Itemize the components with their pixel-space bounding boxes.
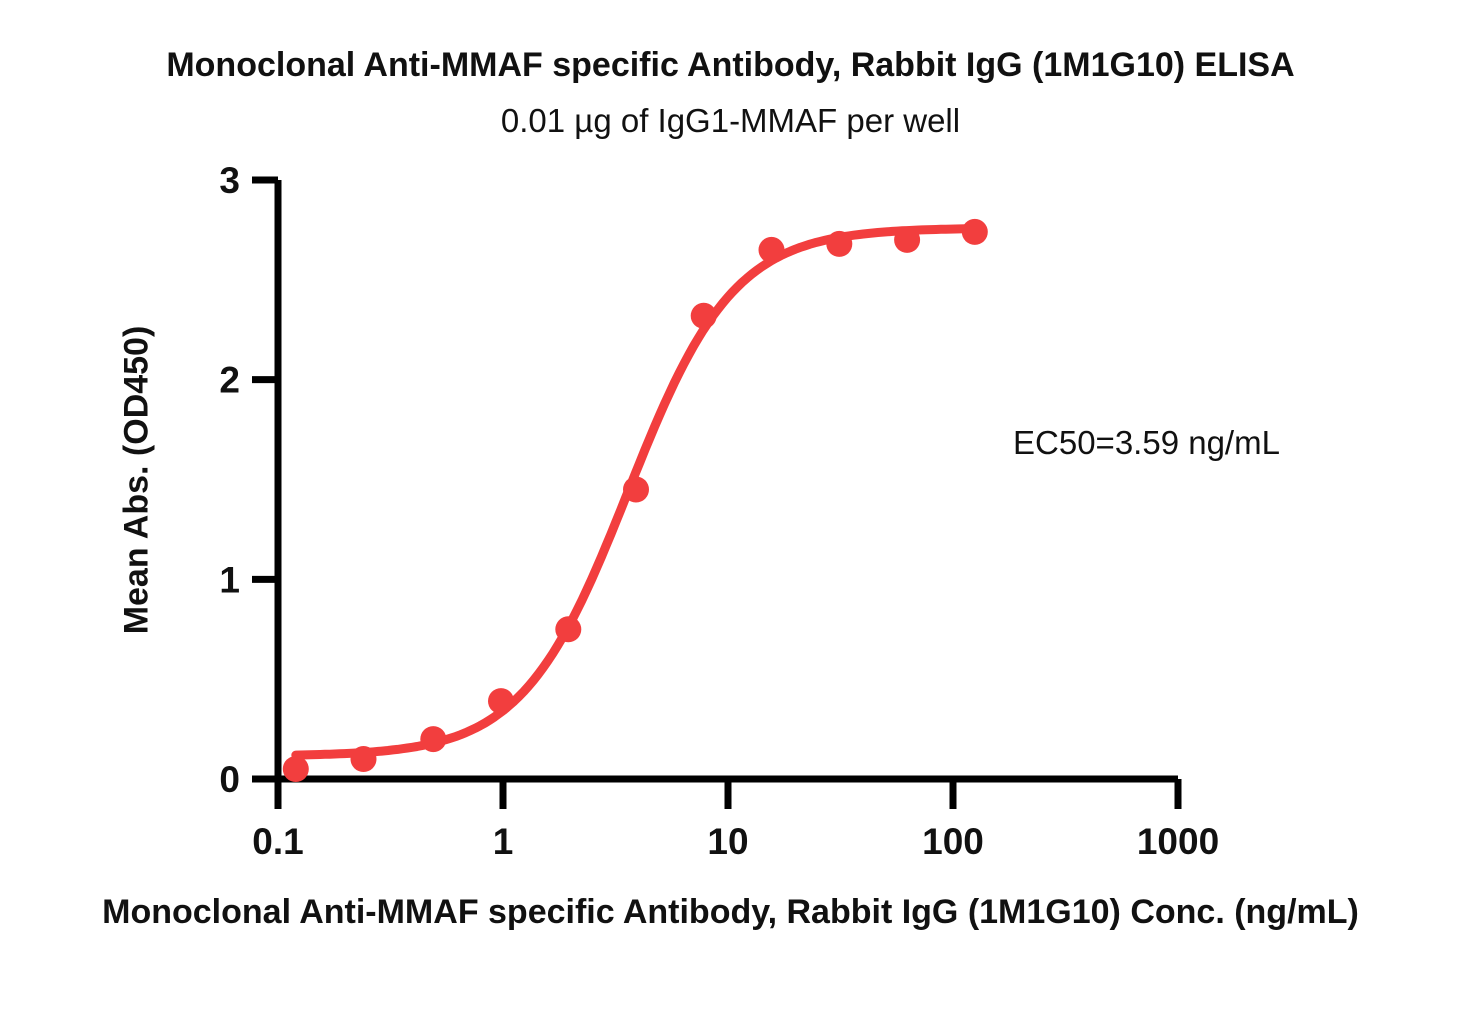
data-point xyxy=(961,218,988,245)
x-tick-label: 1 xyxy=(493,821,514,862)
data-point xyxy=(826,230,853,257)
data-point xyxy=(758,236,785,263)
data-point xyxy=(690,302,717,329)
data-point xyxy=(282,756,309,782)
data-point xyxy=(555,616,582,643)
data-point xyxy=(488,688,514,715)
data-point xyxy=(894,226,921,253)
y-tick-label: 0 xyxy=(219,759,240,800)
data-point xyxy=(420,726,447,753)
chart-subtitle: 0.01 µg of IgG1-MMAF per well xyxy=(500,102,961,139)
x-tick-label: 10 xyxy=(707,821,748,862)
axes xyxy=(274,180,1178,783)
fit-curve xyxy=(291,224,980,760)
x-axis-label: Monoclonal Anti-MMAF specific Antibody, … xyxy=(102,893,1359,931)
data-point xyxy=(623,476,649,503)
x-tick-label: 100 xyxy=(922,821,984,862)
chart-title: Monoclonal Anti-MMAF specific Antibody, … xyxy=(166,46,1295,84)
x-tick-label: 0.1 xyxy=(252,821,303,862)
y-tick-label: 3 xyxy=(219,160,240,201)
y-tick-label: 1 xyxy=(219,559,240,600)
x-tick-label: 1000 xyxy=(1137,821,1219,862)
data-point xyxy=(350,746,377,772)
y-tick-label: 2 xyxy=(219,360,240,401)
ec50-annotation: EC50=3.59 ng/mL xyxy=(1013,424,1280,461)
